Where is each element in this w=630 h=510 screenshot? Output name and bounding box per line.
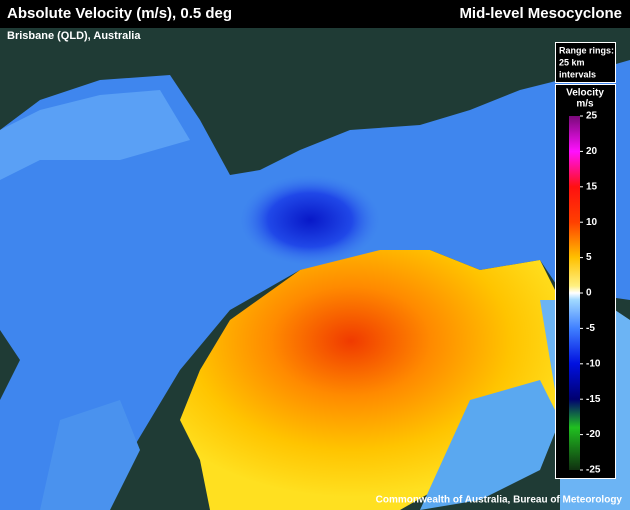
title: Absolute Velocity (m/s), 0.5 deg xyxy=(7,5,232,22)
tick-label: 0 xyxy=(586,288,592,299)
tick-label: -25 xyxy=(586,465,601,476)
tick-label: -5 xyxy=(586,323,595,334)
range-rings-text: Range rings: xyxy=(559,45,614,55)
tick-label: -20 xyxy=(586,429,601,440)
tick-label: -10 xyxy=(586,358,601,369)
legend-title: m/s xyxy=(576,99,594,110)
range-rings-text: intervals xyxy=(559,69,596,79)
range-rings-box xyxy=(555,42,616,83)
tick-label: 5 xyxy=(586,252,592,263)
tick-label: -15 xyxy=(586,394,601,405)
color-scale xyxy=(569,116,580,470)
legend-ticks: 25 20 15 10 5 0 -5 -10 -15 -20 -25 xyxy=(580,111,601,476)
range-rings-text: 25 km xyxy=(559,57,585,67)
subtitle: Brisbane (QLD), Australia xyxy=(7,30,141,42)
tick-label: 10 xyxy=(586,217,598,228)
legend-box xyxy=(555,84,616,479)
header-bar xyxy=(0,0,630,28)
tick-label: 20 xyxy=(586,146,598,157)
footer: Commonwealth of Australia, Bureau of Met… xyxy=(376,495,623,506)
right-title: Mid-level Mesocyclone xyxy=(459,5,622,22)
tick-label: 15 xyxy=(586,181,598,192)
legend-title: Velocity xyxy=(566,88,604,99)
tick-label: 25 xyxy=(586,111,598,122)
